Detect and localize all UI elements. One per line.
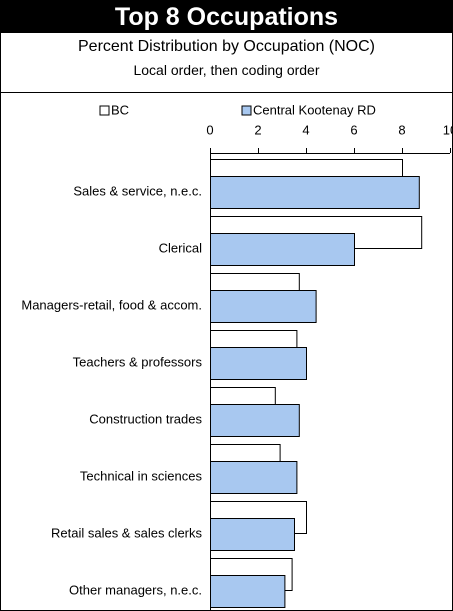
category-label: Teachers & professors — [73, 354, 202, 371]
legend-swatch — [99, 105, 110, 116]
bar — [210, 176, 420, 209]
legend-label: BC — [111, 102, 129, 117]
category-label: Other managers, n.e.c. — [69, 582, 202, 599]
bar — [210, 575, 286, 608]
category-text: Sales & service, n.e.c. — [73, 183, 202, 199]
bar — [210, 518, 295, 551]
category-text: Retail sales & sales clerks — [51, 525, 202, 541]
category-text: Other managers, n.e.c. — [69, 582, 202, 598]
category-text: Technical in sciences — [79, 468, 202, 484]
category-text: Construction trades — [89, 411, 202, 427]
x-tick-label: 8 — [398, 122, 405, 137]
x-tick-label: 6 — [350, 122, 357, 137]
bar — [210, 461, 298, 494]
category-label: Managers-retail, food & accom. — [21, 297, 202, 314]
bar — [210, 347, 307, 380]
category-label: Sales & service, n.e.c. — [73, 183, 202, 200]
legend-swatch — [241, 105, 252, 116]
category-text: Teachers & professors — [72, 354, 202, 370]
x-tick-label: 10 — [443, 122, 453, 137]
chart-title: Top 8 Occupations — [0, 0, 453, 33]
legend-label: Central Kootenay RD — [253, 102, 376, 117]
category-label: Clerical — [159, 240, 202, 257]
category-text: Managers-retail, food & accom. — [21, 297, 202, 313]
x-tick-label: 0 — [206, 122, 213, 137]
bar — [210, 233, 355, 266]
chart-note: Local order, then coding order — [133, 62, 320, 78]
category-text: Clerical — [158, 240, 202, 256]
category-label: Construction trades — [89, 411, 202, 428]
chart-subtitle: Percent Distribution by Occupation (NOC) — [78, 38, 375, 55]
x-tick-label: 4 — [302, 122, 309, 137]
category-label: Retail sales & sales clerks — [51, 525, 202, 542]
bar — [210, 290, 317, 323]
category-label: Technical in sciences — [80, 468, 202, 485]
x-tick-label: 2 — [254, 122, 261, 137]
bar — [210, 404, 300, 437]
